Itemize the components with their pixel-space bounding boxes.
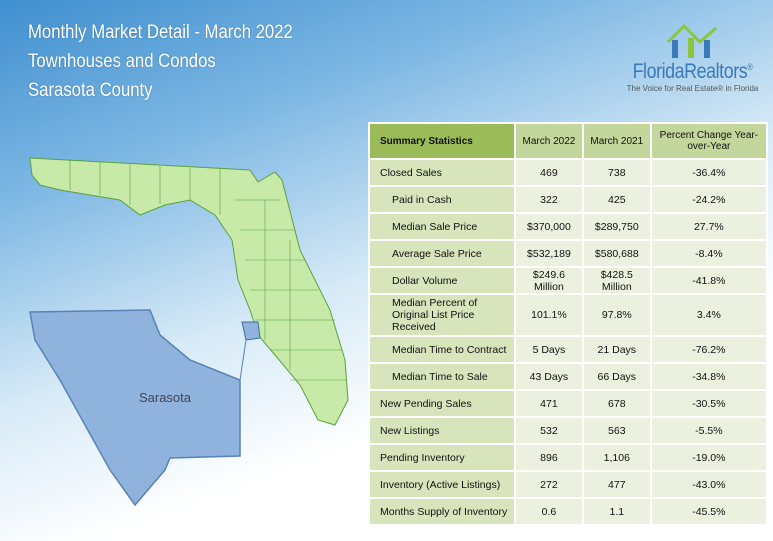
table-row: Inventory (Active Listings) 272 477 -43.0% — [368, 470, 769, 499]
table-cell: 471 — [514, 389, 584, 418]
table-cell: 66 Days — [581, 362, 652, 391]
table-row: Median Percent of Original List Price Re… — [368, 293, 769, 337]
table-cell: -36.4% — [649, 158, 769, 187]
table-cell: 43 Days — [514, 362, 584, 391]
table-row: New Listings 532 563 -5.5% — [368, 416, 769, 445]
row-label: Pending Inventory — [368, 443, 516, 472]
table-cell: -24.2% — [649, 185, 769, 214]
row-label: Dollar Volume — [368, 266, 516, 295]
table-row: Average Sale Price $532,189 $580,688 -8.4% — [368, 239, 769, 268]
row-label: Median Time to Sale — [368, 362, 516, 391]
table-cell: 0.6 — [514, 497, 584, 526]
table-cell: 532 — [514, 416, 584, 445]
table-cell: $428.5 Million — [581, 266, 652, 295]
table-row: Median Time to Sale 43 Days 66 Days -34.8% — [368, 362, 769, 391]
summary-table: Summary Statistics March 2022 March 2021 Pe… — [368, 122, 769, 526]
row-label: New Pending Sales — [368, 389, 516, 418]
table-row: New Pending Sales 471 678 -30.5% — [368, 389, 769, 418]
table-cell: -41.8% — [649, 266, 769, 295]
table-cell: 272 — [514, 470, 584, 499]
title: Monthly Market Detail - March 2022 — [28, 22, 293, 43]
connector — [239, 339, 247, 381]
column-header: March 2021 — [581, 122, 652, 160]
table-row: Dollar Volume $249.6 Million $428.5 Millio… — [368, 266, 769, 295]
row-label: Months Supply of Inventory — [368, 497, 516, 526]
table-cell: 21 Days — [581, 335, 652, 364]
table-cell: 3.4% — [649, 293, 769, 337]
table-row: Closed Sales 469 738 -36.4% — [368, 158, 769, 187]
table-cell: -43.0% — [649, 470, 769, 499]
table-row: Pending Inventory 896 1,106 -19.0% — [368, 443, 769, 472]
table-cell: -19.0% — [649, 443, 769, 472]
table-cell: 322 — [514, 185, 584, 214]
column-header: Summary Statistics — [368, 122, 516, 160]
table-row: Months Supply of Inventory 0.6 1.1 -45.5% — [368, 497, 769, 526]
table-cell: 469 — [514, 158, 584, 187]
sarasota-highlight — [241, 321, 261, 341]
logo-name: FloridaRealtors® — [632, 60, 753, 83]
table-cell: 1.1 — [581, 497, 652, 526]
sarasota-inset — [29, 309, 241, 507]
map-label: Sarasota — [139, 390, 192, 405]
table-cell: 27.7% — [649, 212, 769, 241]
row-label: Median Sale Price — [368, 212, 516, 241]
table-cell: 1,106 — [581, 443, 652, 472]
logo: FloridaRealtors® The Voice for Real Esta… — [620, 20, 765, 93]
row-label: Paid in Cash — [368, 185, 516, 214]
table-cell: $249.6 Million — [514, 266, 584, 295]
row-label: Average Sale Price — [368, 239, 516, 268]
table-cell: 678 — [581, 389, 652, 418]
county-lines — [69, 160, 346, 381]
region: Sarasota County — [28, 80, 153, 101]
column-header: Percent Change Year-over-Year — [649, 122, 769, 160]
subtitle: Townhouses and Condos — [28, 51, 216, 72]
row-label: Median Percent of Original List Price Re… — [368, 293, 516, 337]
row-label: Median Time to Contract — [368, 335, 516, 364]
table-cell: 896 — [514, 443, 584, 472]
table-cell: -8.4% — [649, 239, 769, 268]
table-cell: -45.5% — [649, 497, 769, 526]
table-cell: 477 — [581, 470, 652, 499]
table-cell: 738 — [581, 158, 652, 187]
table-cell: 101.1% — [514, 293, 584, 337]
column-header: March 2022 — [514, 122, 584, 160]
table-cell: -34.8% — [649, 362, 769, 391]
table-cell: -76.2% — [649, 335, 769, 364]
table-cell: -5.5% — [649, 416, 769, 445]
row-label: New Listings — [368, 416, 516, 445]
table-cell: 563 — [581, 416, 652, 445]
logo-tagline: The Voice for Real Estate® in Florida — [626, 84, 759, 93]
table-row: Median Time to Contract 5 Days 21 Days -76.… — [368, 335, 769, 364]
table-row: Paid in Cash 322 425 -24.2% — [368, 185, 769, 214]
table-cell: -30.5% — [649, 389, 769, 418]
table-row: Median Sale Price $370,000 $289,750 27.7% — [368, 212, 769, 241]
table-cell: $289,750 — [581, 212, 652, 241]
table-cell: 97.8% — [581, 293, 652, 337]
table-cell: $580,688 — [581, 239, 652, 268]
table-cell: $532,189 — [514, 239, 584, 268]
row-label: Closed Sales — [368, 158, 516, 187]
table-cell: 5 Days — [514, 335, 584, 364]
logo-icon — [666, 23, 717, 58]
row-label: Inventory (Active Listings) — [368, 470, 516, 499]
table-cell: 425 — [581, 185, 652, 214]
table-cell: $370,000 — [514, 212, 584, 241]
map: Sarasota — [29, 157, 349, 507]
